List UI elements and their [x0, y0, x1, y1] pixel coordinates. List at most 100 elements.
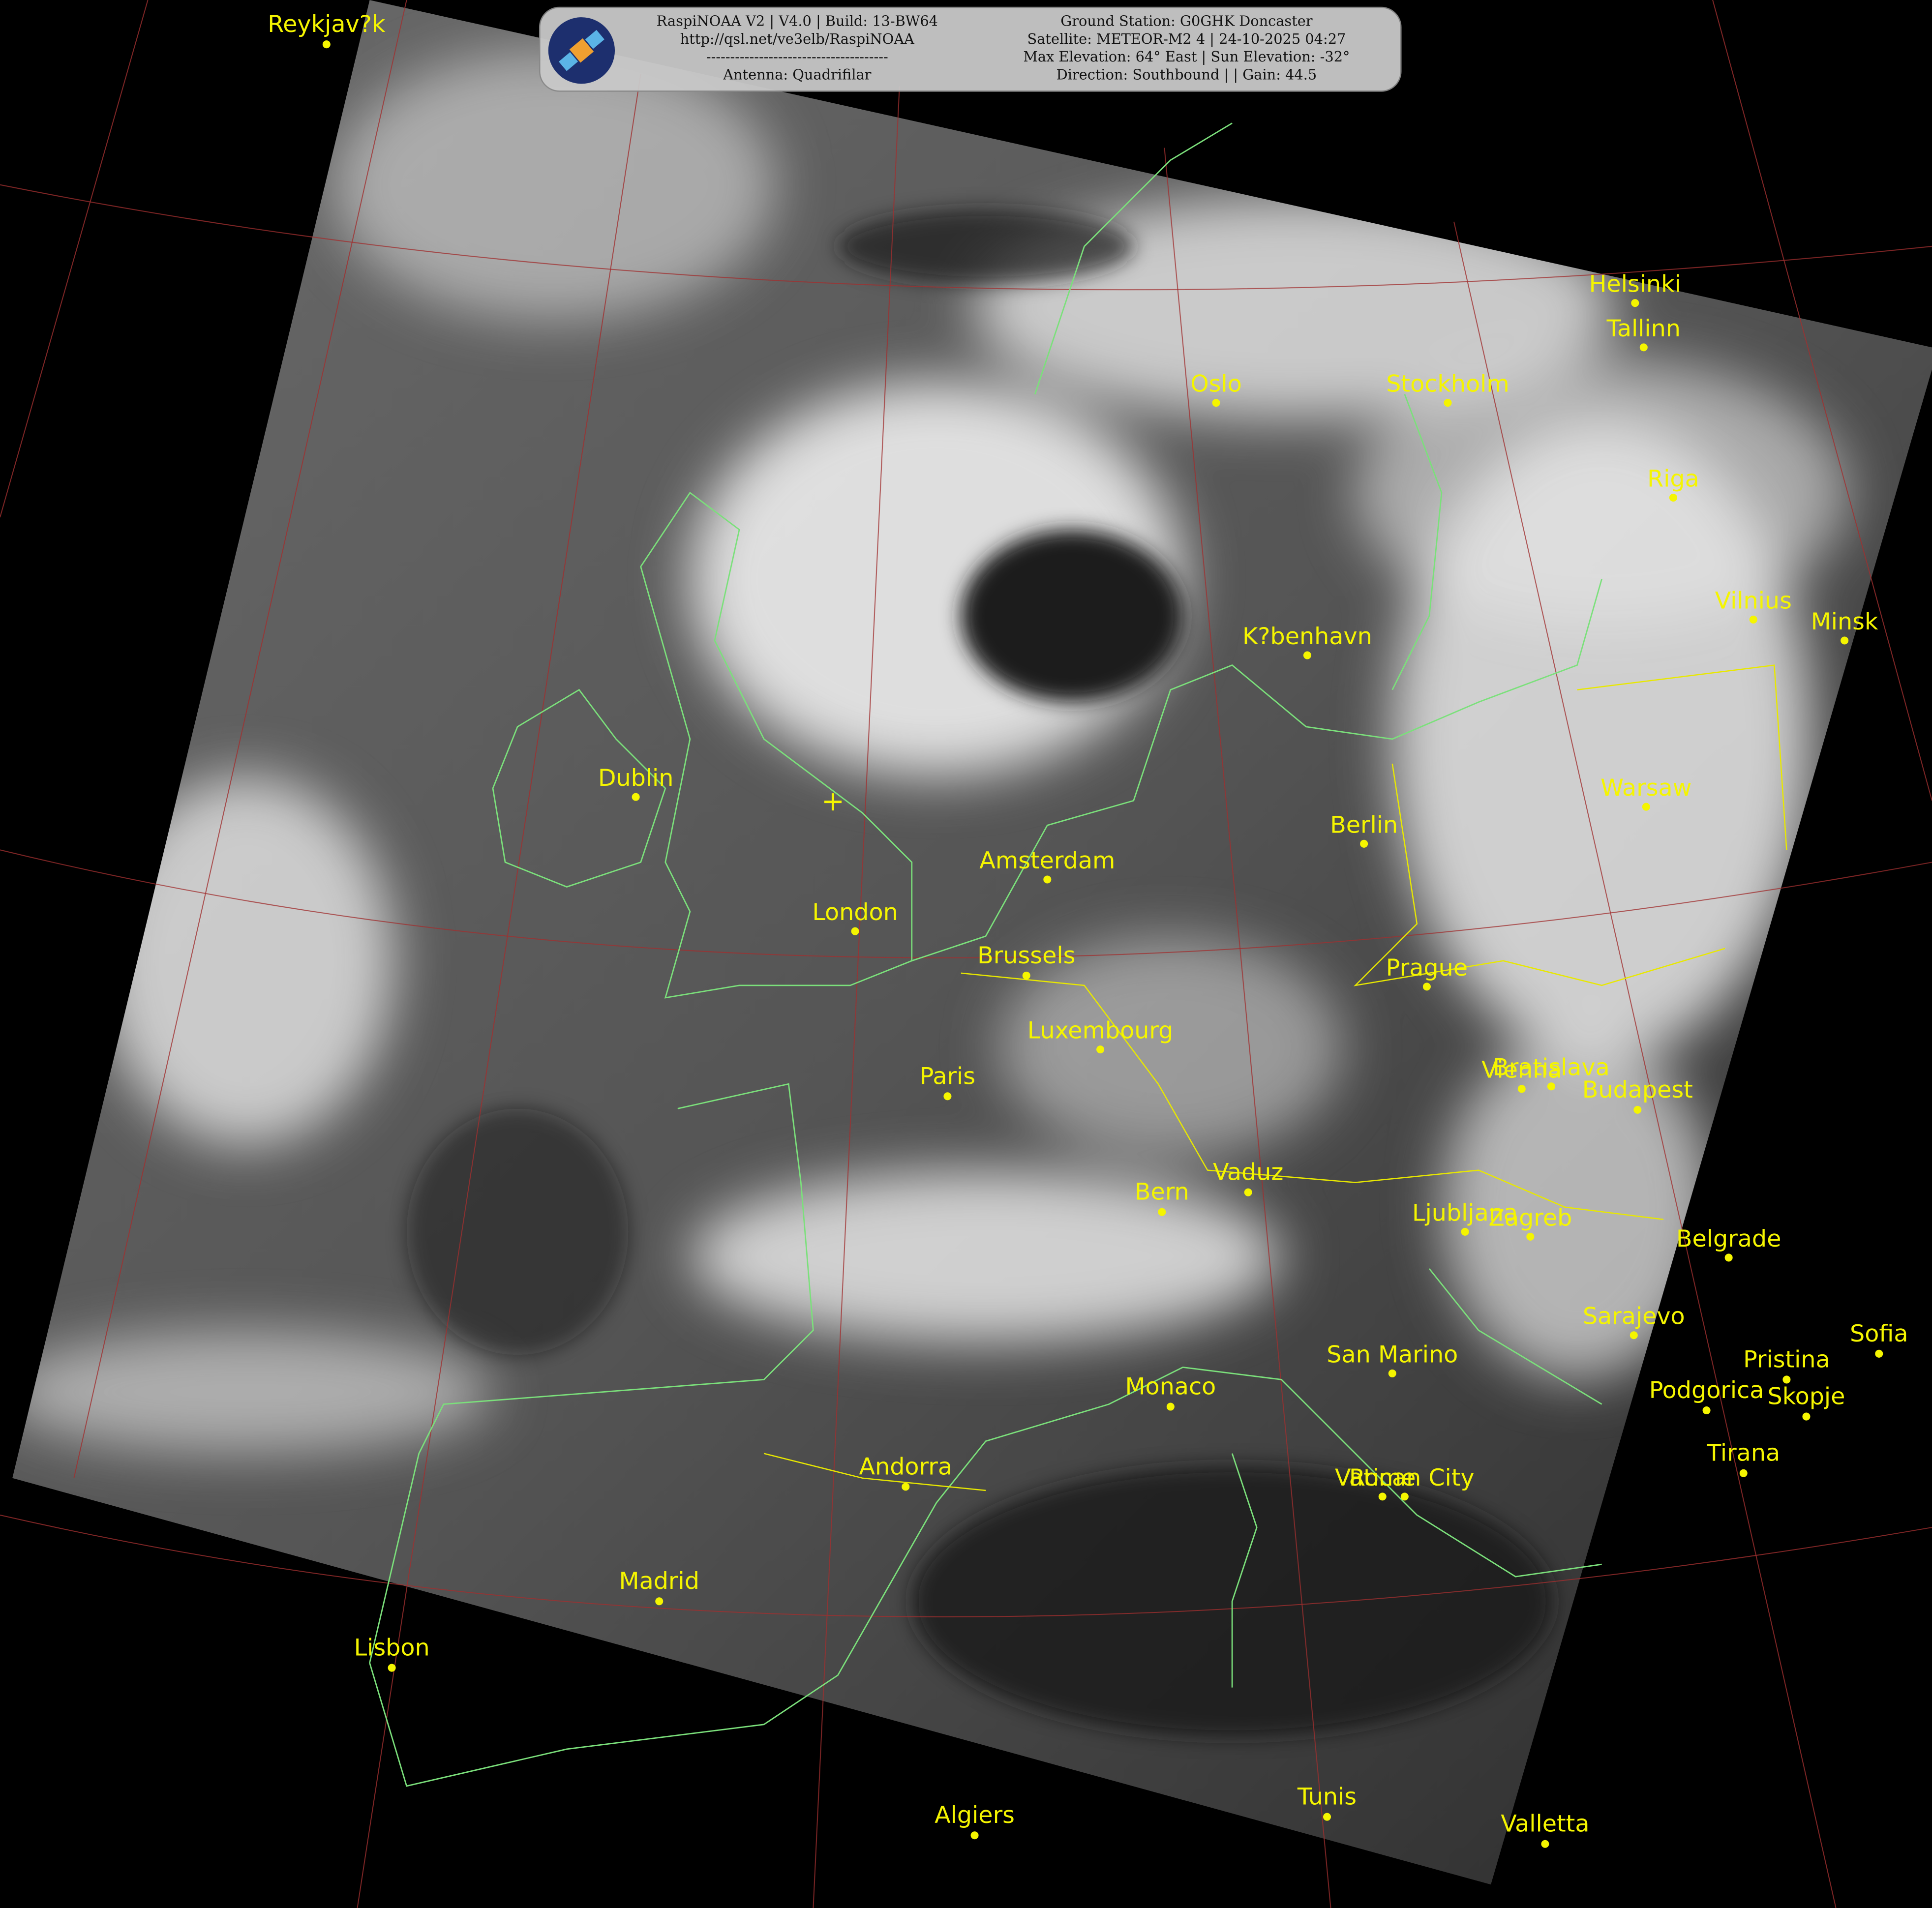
city-label: Budapest	[1582, 1076, 1693, 1103]
city-label: Reykjav?k	[268, 11, 386, 38]
info-line: Max Elevation: 64° East | Sun Elevation:…	[1023, 48, 1350, 65]
city-marker	[1360, 839, 1368, 848]
city-marker	[1400, 1492, 1409, 1501]
city-label: Zagreb	[1488, 1204, 1572, 1231]
city-label: Stockholm	[1386, 371, 1509, 398]
city-marker	[1669, 493, 1677, 502]
city-label: Valletta	[1501, 1811, 1589, 1838]
borders	[763, 664, 1787, 1491]
city-marker	[1517, 1085, 1526, 1093]
city-labels: Reykjav?k Helsinki Tallinn Oslo Stockholm Rig…	[268, 11, 1908, 1848]
city-marker	[970, 1831, 979, 1840]
city-marker	[1802, 1412, 1811, 1421]
city-label: Warsaw	[1600, 775, 1692, 802]
city-label: Tunis	[1297, 1784, 1357, 1811]
city-marker	[1630, 1331, 1638, 1340]
info-line: Ground Station: G0GHK Doncaster	[1060, 13, 1313, 30]
city-label: Lisbon	[354, 1635, 430, 1662]
city-marker	[1166, 1402, 1175, 1411]
city-label: K?benhavn	[1242, 623, 1372, 650]
city-label: Vatican City	[1335, 1464, 1475, 1491]
station-marker	[824, 793, 842, 811]
city-label: Pristina	[1743, 1346, 1830, 1373]
city-marker	[655, 1597, 664, 1606]
city-label: Tirana	[1706, 1440, 1780, 1467]
city-label: Belgrade	[1676, 1225, 1781, 1252]
city-label: Vaduz	[1213, 1159, 1283, 1186]
city-label: Vilnius	[1715, 587, 1792, 614]
info-right: Ground Station: G0GHK DoncasterSatellite…	[1023, 13, 1350, 83]
city-marker	[1547, 1082, 1555, 1091]
city-marker	[1043, 875, 1052, 884]
city-label: London	[812, 899, 898, 926]
city-label: Madrid	[619, 1568, 699, 1595]
city-marker	[1875, 1349, 1883, 1358]
city-marker	[632, 793, 640, 801]
city-marker	[1739, 1469, 1748, 1477]
city-label: Sofia	[1850, 1320, 1908, 1347]
city-label: Bratislava	[1493, 1054, 1610, 1081]
city-label: Monaco	[1125, 1373, 1216, 1400]
city-label: Skopje	[1768, 1383, 1845, 1410]
city-marker	[1633, 1105, 1642, 1114]
city-marker	[1212, 399, 1220, 407]
city-marker	[388, 1664, 396, 1672]
logo-icon	[558, 30, 604, 71]
info-line: --------------------------------------	[706, 48, 888, 65]
city-marker	[1444, 399, 1452, 407]
city-marker	[1022, 971, 1030, 980]
city-marker	[1631, 299, 1639, 307]
city-marker	[943, 1092, 952, 1101]
info-panel: RaspiNOAA V2 | V4.0 | Build: 13-BW64http…	[539, 6, 1402, 92]
city-label: Prague	[1386, 954, 1468, 982]
city-marker	[1422, 983, 1431, 991]
city-marker	[851, 927, 859, 935]
city-label: Rome	[1349, 1464, 1416, 1491]
city-label: Oslo	[1190, 371, 1242, 398]
city-label: Vienna	[1481, 1057, 1562, 1084]
city-marker	[1639, 343, 1648, 352]
city-label: Podgorica	[1649, 1377, 1764, 1404]
info-line: http://qsl.net/ve3elb/RaspiNOAA	[680, 30, 915, 47]
city-label: Luxembourg	[1027, 1017, 1174, 1044]
city-label: Dublin	[598, 765, 674, 792]
city-marker	[1702, 1406, 1711, 1415]
city-marker	[1378, 1492, 1387, 1501]
city-marker	[1303, 651, 1311, 659]
city-label: Helsinki	[1589, 271, 1681, 298]
city-label: Paris	[920, 1063, 975, 1090]
city-marker	[1323, 1813, 1331, 1821]
info-line: Antenna: Quadrifilar	[723, 66, 871, 83]
city-label: Tallinn	[1606, 315, 1681, 342]
city-marker	[1388, 1369, 1396, 1377]
city-marker	[1526, 1232, 1535, 1241]
info-line: Direction: Southbound | | Gain: 44.5	[1057, 66, 1317, 83]
city-label: Sarajevo	[1583, 1303, 1685, 1330]
city-label: Bern	[1135, 1179, 1189, 1206]
city-label: Brussels	[977, 942, 1075, 969]
city-label: Amsterdam	[979, 847, 1115, 874]
coastlines	[369, 122, 1602, 1787]
city-marker	[1541, 1840, 1549, 1848]
city-marker	[1782, 1375, 1791, 1384]
info-left: RaspiNOAA V2 | V4.0 | Build: 13-BW64http…	[657, 13, 938, 83]
city-label: San Marino	[1327, 1341, 1458, 1368]
city-marker	[1158, 1208, 1166, 1216]
city-marker	[1724, 1253, 1733, 1262]
city-label: Berlin	[1330, 811, 1398, 838]
city-label: Minsk	[1811, 608, 1878, 635]
info-line: RaspiNOAA V2 | V4.0 | Build: 13-BW64	[657, 13, 938, 30]
city-marker	[1841, 636, 1849, 645]
city-marker	[1096, 1045, 1105, 1054]
city-marker	[1642, 803, 1650, 811]
city-label: Andorra	[859, 1453, 952, 1480]
city-marker	[1461, 1227, 1469, 1236]
info-line: Satellite: METEOR-M2 4 | 24-10-2025 04:2…	[1027, 30, 1346, 47]
city-marker	[902, 1483, 910, 1491]
city-marker	[1749, 615, 1757, 624]
city-marker	[1244, 1188, 1252, 1196]
